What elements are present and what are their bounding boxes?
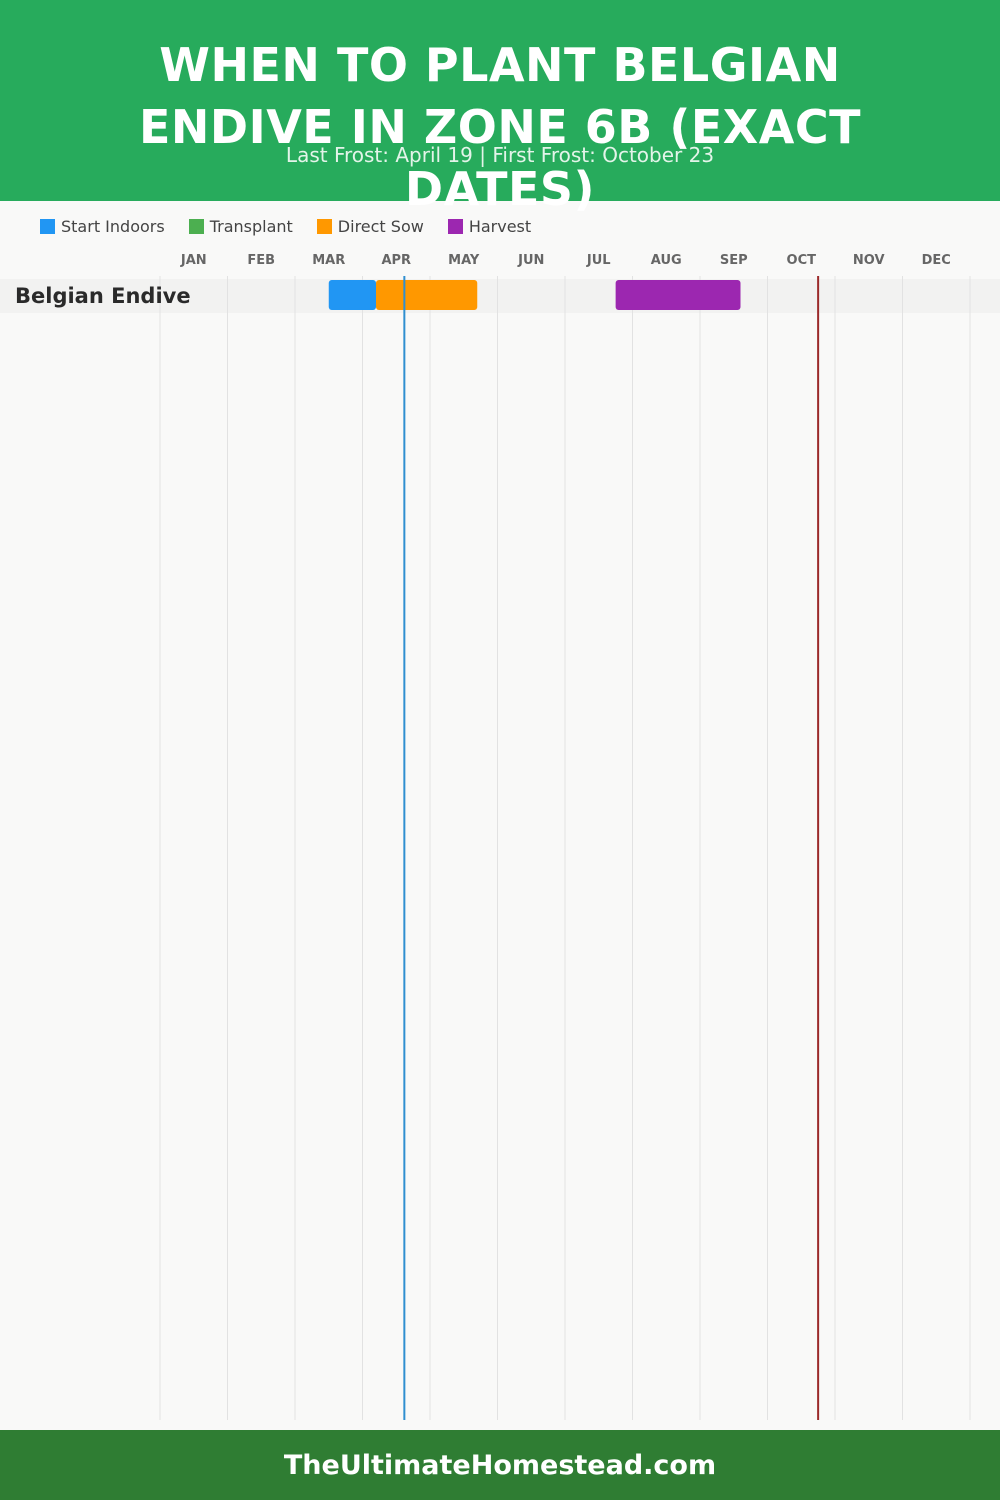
legend-item-start-indoors: Start Indoors	[40, 217, 165, 236]
legend-label-direct-sow: Direct Sow	[337, 216, 424, 236]
legend-swatch-start-indoors	[40, 218, 55, 234]
month-label-dec: DEC	[922, 253, 951, 268]
month-label-mar: MAR	[312, 253, 345, 268]
footer-site-name: TheUltimateHomestead.com	[283, 1449, 717, 1481]
month-label-jan: JAN	[180, 253, 207, 268]
month-label-apr: APR	[381, 253, 411, 268]
month-label-aug: AUG	[651, 253, 682, 268]
chart-title: WHEN TO PLANT BELGIAN ENDIVE IN ZONE 6B …	[138, 38, 861, 216]
row-label-belgian-endive: Belgian Endive	[15, 284, 191, 308]
bar-start-indoors	[328, 280, 376, 310]
legend-item-direct-sow: Direct Sow	[316, 216, 424, 236]
month-label-jun: JUN	[517, 253, 544, 268]
legend-label-start-indoors: Start Indoors	[61, 216, 165, 236]
bar-harvest	[615, 280, 741, 310]
month-label-nov: NOV	[853, 253, 885, 268]
month-label-sep: SEP	[720, 253, 748, 268]
month-label-jul: JUL	[586, 253, 611, 268]
legend-swatch-direct-sow	[316, 218, 332, 234]
footer-banner: TheUltimateHomestead.com	[0, 1430, 1000, 1500]
legend-swatch-transplant	[188, 218, 204, 234]
month-label-feb: FEB	[247, 253, 275, 268]
legend-item-transplant: Transplant	[188, 216, 293, 236]
legend: Start Indoors Transplant Direct Sow Harv…	[40, 214, 555, 238]
header-banner: WHEN TO PLANT BELGIAN ENDIVE IN ZONE 6B …	[0, 0, 1000, 216]
month-label-may: MAY	[448, 253, 480, 268]
legend-label-harvest: Harvest	[468, 216, 532, 236]
legend-item-harvest: Harvest	[447, 216, 532, 236]
chart-subtitle: Last Frost: April 19 | First Frost: Octo…	[285, 143, 715, 167]
legend-label-transplant: Transplant	[209, 216, 293, 236]
legend-swatch-harvest	[447, 218, 463, 234]
month-label-oct: OCT	[787, 253, 817, 268]
bar-direct-sow	[376, 280, 478, 310]
row-band-belgian-endive	[0, 279, 1000, 313]
